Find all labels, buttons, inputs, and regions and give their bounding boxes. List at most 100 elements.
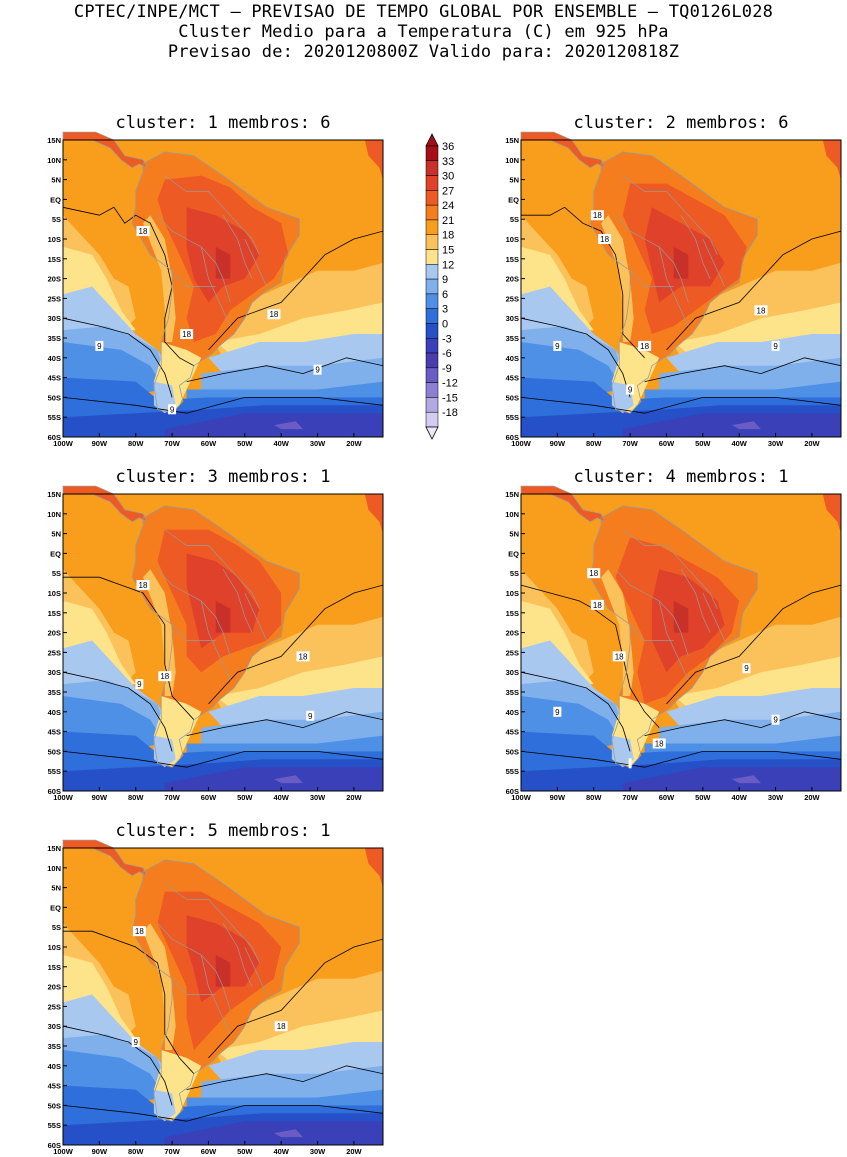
contour-label: 9 [137, 680, 142, 689]
colorbar-label: 15 [442, 245, 454, 257]
x-tick-label: 20W [804, 439, 820, 448]
y-tick-label: 30S [48, 314, 61, 323]
y-tick-label: 25S [48, 648, 61, 657]
colorbar-segment [425, 293, 439, 309]
colorbar-segment [425, 234, 439, 250]
header-subtitle: Cluster Medio para a Temperatura (C) em … [178, 22, 669, 42]
y-tick-label: 45S [48, 728, 61, 737]
y-tick-label: 15N [47, 490, 61, 499]
contour-label-bg [553, 340, 562, 351]
y-tick-label: EQ [50, 903, 61, 912]
y-tick-label: 50S [48, 1101, 61, 1110]
contour-label: 18 [139, 581, 148, 590]
contour-label-bg [771, 714, 780, 725]
contour-label-bg [131, 1037, 140, 1048]
contour-label-bg [590, 599, 604, 610]
y-tick-label: 60S [48, 1141, 61, 1150]
contour-label: 9 [628, 385, 633, 394]
x-tick-label: 20W [346, 793, 362, 802]
y-tick-label: 60S [48, 433, 61, 442]
panel-title-cluster-4: cluster: 4 membros: 1 [573, 467, 789, 487]
y-tick-label: 35S [48, 334, 61, 343]
contour-label-bg [168, 404, 177, 415]
x-tick-label: 30W [768, 793, 784, 802]
contour-label: 18 [182, 330, 191, 339]
y-tick-label: 10S [506, 589, 519, 598]
contour-label-bg [626, 384, 635, 395]
y-tick-label: 20S [48, 983, 61, 992]
x-tick-label: 100W [53, 1147, 74, 1156]
x-tick-label: 50W [237, 1147, 253, 1156]
y-tick-label: 35S [506, 688, 519, 697]
y-tick-label: 15S [506, 255, 519, 264]
colorbar-label: -6 [442, 348, 452, 360]
colorbar-segment [425, 352, 439, 369]
colorbar-label: 27 [442, 185, 454, 197]
x-tick-label: 70W [622, 439, 638, 448]
contour-label-bg [274, 1021, 288, 1032]
y-tick-label: 25S [506, 294, 519, 303]
contour-label-bg [742, 663, 751, 674]
contour-label: 18 [615, 652, 624, 661]
contour-label: 9 [744, 664, 749, 673]
y-tick-label: 40S [48, 354, 61, 363]
panel-title-cluster-2: cluster: 2 membros: 6 [573, 113, 789, 133]
contour-label: 18 [135, 927, 144, 936]
x-tick-label: 30W [768, 439, 784, 448]
contour-label: 9 [555, 342, 560, 351]
y-tick-label: 5N [51, 176, 61, 185]
x-tick-label: 60W [201, 1147, 217, 1156]
y-tick-label: 45S [48, 374, 61, 383]
x-tick-label: 40W [731, 439, 747, 448]
colorbar-segment [425, 204, 439, 221]
header-dates: Previsao de: 2020120800Z Valido para: 20… [167, 42, 680, 62]
y-tick-label: 20S [506, 275, 519, 284]
y-tick-label: 10N [47, 510, 61, 519]
y-tick-label: 15N [505, 490, 519, 499]
y-tick-label: 45S [506, 374, 519, 383]
contour-label-bg [136, 226, 150, 237]
x-tick-label: 70W [622, 793, 638, 802]
x-tick-label: 80W [128, 793, 144, 802]
y-tick-label: 60S [506, 433, 519, 442]
x-tick-label: 50W [695, 439, 711, 448]
y-tick-label: 25S [506, 648, 519, 657]
y-tick-label: EQ [50, 195, 61, 204]
y-tick-label: 40S [48, 1062, 61, 1071]
x-tick-label: 100W [53, 793, 74, 802]
y-tick-label: 5N [509, 530, 519, 539]
panel-title-cluster-5: cluster: 5 membros: 1 [115, 821, 331, 841]
colorbar-segment [425, 160, 439, 176]
y-tick-label: EQ [508, 549, 519, 558]
contour-label: 18 [593, 601, 602, 610]
colorbar-segment [425, 145, 439, 162]
panel-title-cluster-3: cluster: 3 membros: 1 [115, 467, 331, 487]
y-tick-label: 40S [506, 354, 519, 363]
x-tick-label: 100W [511, 793, 532, 802]
x-tick-label: 90W [550, 439, 566, 448]
y-tick-label: 15S [48, 963, 61, 972]
contour-label-bg [132, 926, 146, 937]
x-tick-label: 70W [164, 439, 180, 448]
contour-label-bg [638, 340, 652, 351]
colorbar-label: -15 [442, 392, 458, 404]
colorbar-segment [425, 323, 439, 339]
colorbar-label: 30 [442, 171, 454, 183]
y-tick-label: 10S [48, 589, 61, 598]
y-tick-label: 40S [506, 708, 519, 717]
x-tick-label: 50W [237, 793, 253, 802]
colorbar-segment [425, 278, 439, 295]
y-tick-label: 15N [505, 136, 519, 145]
colorbar-segment [425, 219, 439, 235]
contour-label-bg [553, 706, 562, 717]
y-tick-label: 50S [506, 393, 519, 402]
y-tick-label: EQ [50, 549, 61, 558]
y-tick-label: 10N [505, 510, 519, 519]
y-tick-label: 20S [48, 275, 61, 284]
contour-label-bg [754, 305, 768, 316]
y-tick-label: 5S [52, 215, 61, 224]
y-tick-label: 10S [48, 235, 61, 244]
y-tick-label: 40S [48, 708, 61, 717]
contour-label-bg [296, 651, 310, 662]
colorbar-label: 36 [442, 141, 454, 153]
